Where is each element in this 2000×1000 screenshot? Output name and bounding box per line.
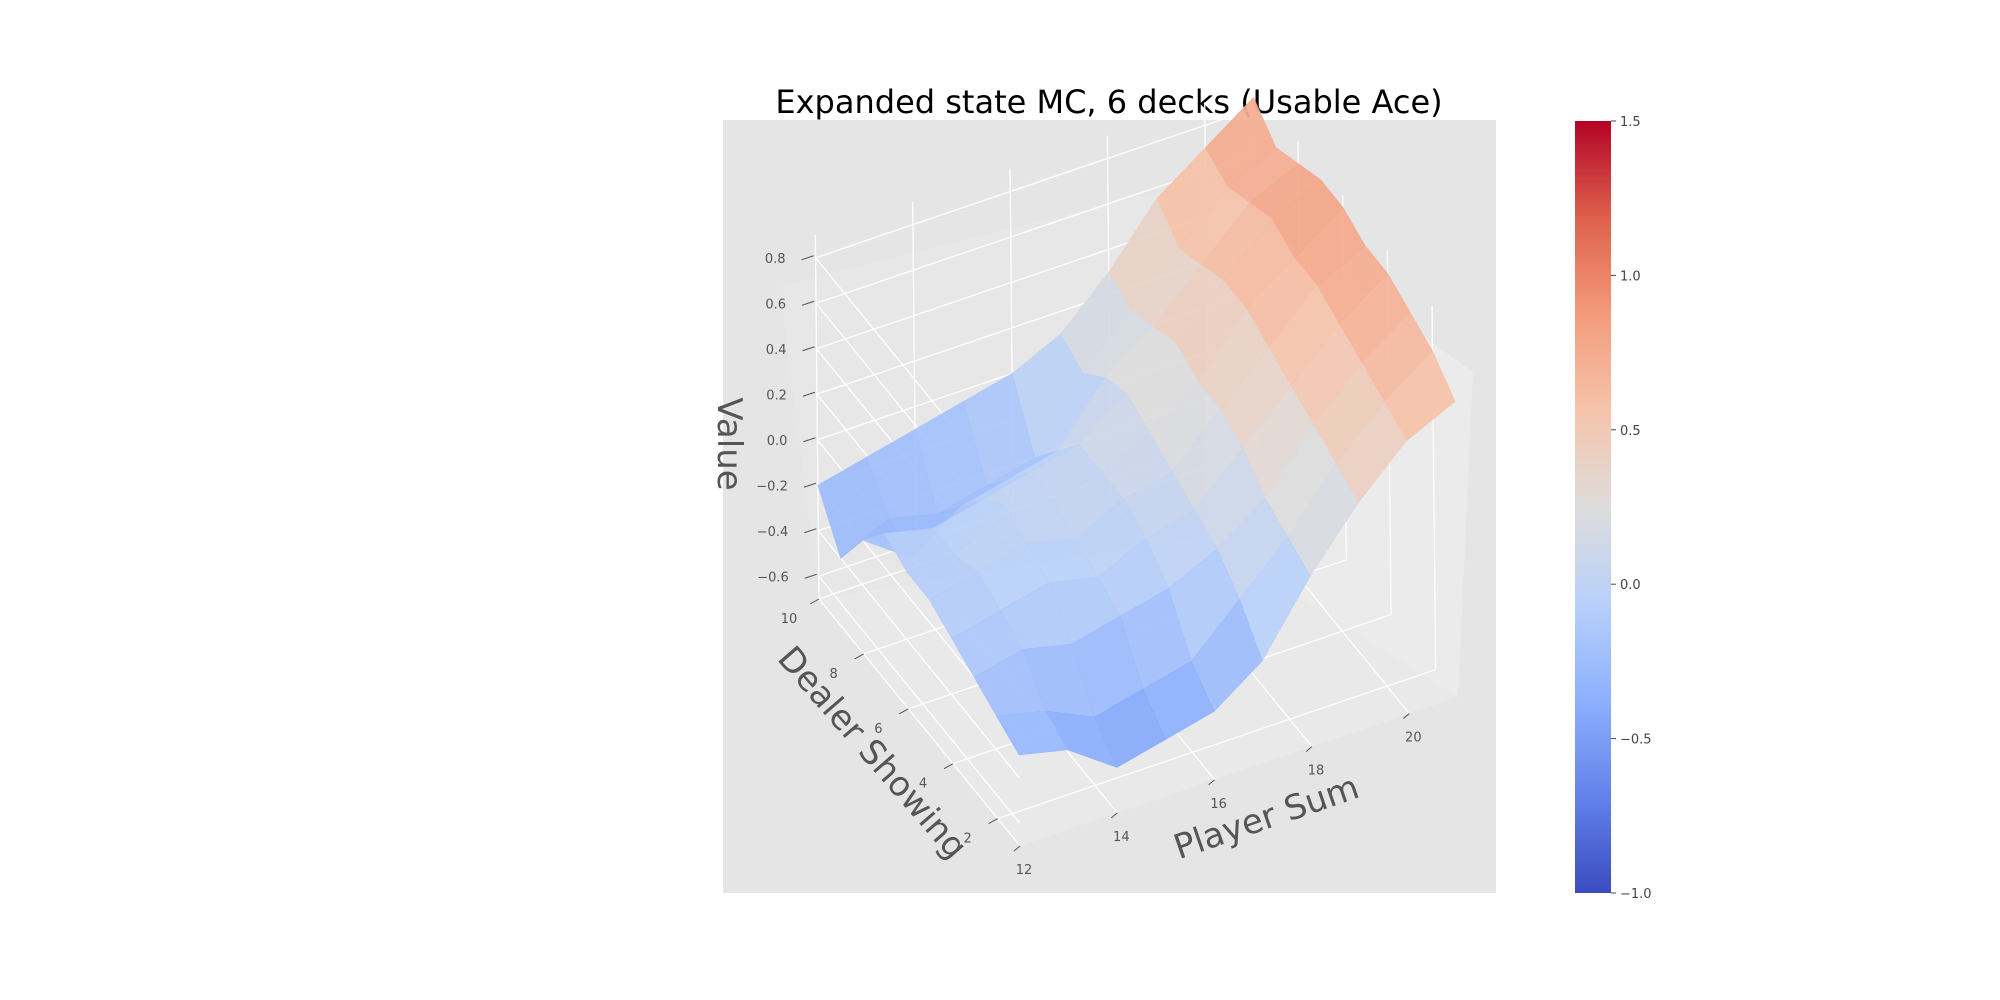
z-tick-mark <box>801 300 815 306</box>
x-tick-mark <box>1013 845 1021 852</box>
x-tick-label: 18 <box>1308 764 1325 779</box>
grid-line <box>814 234 820 600</box>
z-tick-label: −0.2 <box>756 479 788 494</box>
axis-ticks: 12 14 16 18 20 2 4 6 8 10 −0.6 −0.4 −0.2 0.0 0.2 0.4 0.6… <box>756 252 1421 878</box>
x-tick-mark <box>1403 713 1410 719</box>
z-tick-label: −0.6 <box>757 570 789 585</box>
x-tick-label: 14 <box>1113 830 1130 845</box>
z-tick-label: 0.4 <box>766 343 787 358</box>
y-tick-label: 8 <box>830 667 838 682</box>
grid-line <box>997 668 1436 820</box>
colorbar-ticks: −1.0 −0.5 0.0 0.5 1.0 1.5 <box>1611 115 1652 902</box>
z-tick-mark <box>803 482 817 488</box>
z-tick-label: 0.6 <box>765 297 786 312</box>
y-tick-label: 10 <box>781 612 798 627</box>
colorbar-tick-label: 0.5 <box>1620 424 1641 439</box>
colorbar-tick-label: 1.5 <box>1620 115 1641 130</box>
y-tick-mark <box>809 598 820 605</box>
y-tick-mark <box>854 653 864 660</box>
x-tick-label: 20 <box>1405 731 1422 746</box>
y-tick-mark <box>943 763 954 770</box>
z-tick-mark <box>802 391 816 397</box>
z-tick-mark <box>803 437 816 443</box>
chart-title: Expanded state MC, 6 decks (Usable Ace) <box>775 83 1442 121</box>
grid-line <box>817 530 1020 779</box>
x-tick-label: 12 <box>1016 863 1033 878</box>
colorbar-tick-label: 0.0 <box>1620 578 1641 593</box>
x-tick-mark <box>1305 746 1313 753</box>
z-tick-label: −0.4 <box>757 525 789 540</box>
z-tick-label: 0.8 <box>765 252 786 267</box>
surface-facet <box>996 710 1069 756</box>
y-tick-label: 2 <box>964 832 972 847</box>
z-tick-mark <box>801 255 814 261</box>
y-tick-mark <box>988 818 998 824</box>
z-tick-mark <box>804 528 817 534</box>
colorbar-tick-label: −0.5 <box>1620 733 1652 748</box>
z-axis-label: Value <box>709 397 749 490</box>
colorbar: −1.0 −0.5 0.0 0.5 1.0 1.5 <box>1575 115 1652 902</box>
y-tick-label: 4 <box>919 777 927 792</box>
z-tick-label: 0.2 <box>766 388 787 403</box>
y-tick-mark <box>899 708 909 715</box>
grid-line <box>818 575 1021 824</box>
colorbar-gradient <box>1575 121 1611 893</box>
value-surface <box>817 96 1456 768</box>
z-tick-label: 0.0 <box>767 434 788 449</box>
colorbar-tick-label: −1.0 <box>1620 887 1652 902</box>
x-tick-mark <box>1208 779 1215 786</box>
y-tick-label: 6 <box>874 722 882 737</box>
grid-line <box>818 598 1021 847</box>
x-tick-label: 16 <box>1210 797 1227 812</box>
z-tick-mark <box>804 573 817 579</box>
grid-line <box>815 108 1254 259</box>
x-tick-mark <box>1111 812 1118 819</box>
colorbar-tick-label: 1.0 <box>1620 269 1641 284</box>
z-tick-mark <box>802 346 815 352</box>
